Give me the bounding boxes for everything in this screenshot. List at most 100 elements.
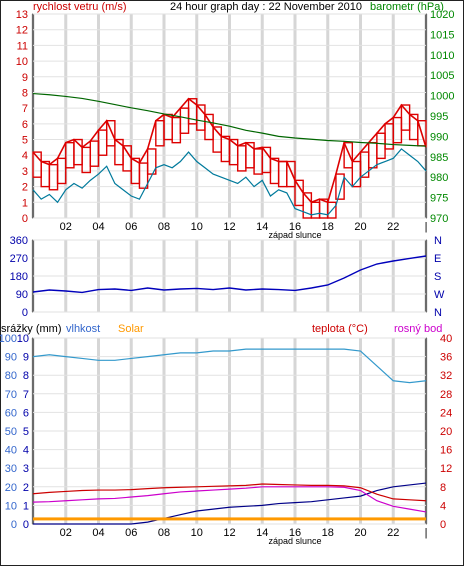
chart-title: 24 hour graph day : 22 November 2010: [170, 1, 362, 13]
wind-gust-bar: [343, 141, 354, 169]
wind-tick-label: 7: [22, 103, 28, 115]
hour-tick-label: 18: [322, 527, 334, 539]
barometer-line: [32, 92, 427, 147]
temp-tick-label: 20: [440, 426, 452, 438]
humidity-line: [32, 348, 427, 384]
baro-tick-label: 985: [430, 152, 448, 164]
temperature-line: [32, 483, 427, 502]
wind-tick-label: 11: [17, 40, 28, 52]
temp-tick-label: 16: [440, 445, 452, 457]
temp-tick-label: 36: [440, 352, 452, 364]
wind-gust-bar: [286, 160, 296, 188]
temp-tick-label: 40: [440, 333, 452, 345]
compass-tick-label: N: [434, 235, 442, 247]
baro-tick-label: 1010: [430, 50, 454, 62]
humidity-tick-label: 0: [11, 519, 17, 531]
hour-tick-label: 20: [354, 527, 366, 539]
baro-axis-title: barometr (hPa): [370, 1, 444, 13]
wind-tick-label: 8: [22, 87, 28, 99]
temp-tick-label: 0: [440, 519, 446, 531]
hour-tick-label: 20: [354, 221, 366, 233]
hour-tick-label: 18: [322, 221, 334, 233]
baro-tick-label: 1020: [430, 9, 454, 21]
baro-tick-label: 1015: [430, 29, 454, 41]
wind-tick-label: 1: [22, 197, 28, 209]
direction-tick-label: 270: [10, 253, 28, 265]
rain-tick-label: 8: [23, 370, 29, 382]
solar-axis-title: Solar: [118, 323, 144, 335]
hour-tick-label: 14: [256, 221, 268, 233]
hour-tick-label: 10: [191, 221, 203, 233]
hour-tick-label: 16: [289, 221, 301, 233]
wind-speed-line: [32, 97, 427, 204]
humidity-tick-label: 50: [5, 426, 17, 438]
rain-axis-title: srážky (mm): [1, 323, 62, 335]
compass-tick-label: W: [434, 289, 445, 301]
direction-tick-label: 360: [10, 235, 28, 247]
baro-tick-label: 995: [430, 111, 448, 123]
hour-tick-label: 08: [158, 221, 170, 233]
hour-tick-label: 02: [60, 221, 72, 233]
humidity-tick-label: 20: [5, 482, 17, 494]
hour-tick-label: 22: [387, 221, 399, 233]
direction-tick-label: 180: [10, 271, 28, 283]
end-tick-mark: |: [425, 221, 428, 233]
temp-tick-label: 4: [440, 500, 446, 512]
wind-tick-label: 5: [22, 135, 28, 147]
rain-tick-label: 2: [23, 482, 29, 494]
rain-tick-label: 3: [23, 463, 29, 475]
temp-tick-label: 12: [440, 463, 452, 475]
wind-direction-line: [32, 255, 427, 294]
compass-tick-label: E: [434, 253, 441, 265]
hour-tick-label: 06: [125, 221, 137, 233]
wind-tick-label: 10: [16, 56, 28, 68]
wind-gust-bar: [146, 148, 157, 175]
direction-tick-label: 90: [16, 289, 28, 301]
wind-tick-label: 0: [22, 213, 28, 225]
wind-tick-label: 3: [22, 166, 28, 178]
rain-tick-label: 1: [23, 500, 29, 512]
wind-tick-label: 13: [16, 9, 28, 21]
wind-gust-bar: [138, 162, 149, 189]
hour-tick-label: 12: [223, 527, 235, 539]
rain-tick-label: 5: [23, 426, 29, 438]
hour-tick-label: 10: [191, 527, 203, 539]
dewpoint-line: [32, 486, 427, 513]
humidity-axis-title: vlhkost: [66, 323, 100, 335]
hour-tick-label: 16: [289, 527, 301, 539]
rain-tick-label: 10: [17, 333, 29, 345]
wind-tick-label: 9: [22, 72, 28, 84]
wind-tick-label: 2: [22, 182, 28, 194]
humidity-tick-label: 10: [5, 500, 17, 512]
temp-tick-label: 32: [440, 370, 452, 382]
hour-tick-label: 02: [60, 527, 72, 539]
compass-tick-label: N: [434, 307, 442, 319]
wind-tick-label: 6: [22, 119, 28, 131]
temp-tick-label: 24: [440, 407, 452, 419]
dew-axis-title: rosný bod: [394, 323, 442, 335]
avg-wind-line: [32, 148, 427, 216]
humidity-tick-label: 90: [5, 352, 17, 364]
rain-tick-label: 0: [23, 519, 29, 531]
temp-tick-label: 28: [440, 389, 452, 401]
baro-tick-label: 990: [430, 131, 448, 143]
humidity-tick-label: 40: [5, 445, 17, 457]
baro-tick-label: 970: [430, 213, 448, 225]
baro-tick-label: 975: [430, 193, 448, 205]
wind-axis-title: rychlost vetru (m/s): [33, 1, 127, 13]
compass-tick-label: S: [434, 271, 441, 283]
hour-tick-label: 04: [92, 221, 104, 233]
hour-tick-label: 14: [256, 527, 268, 539]
rain-tick-label: 4: [23, 445, 29, 457]
end-tick-mark: |: [425, 527, 428, 539]
rain-tick-label: 9: [23, 352, 29, 364]
direction-tick-label: 0: [22, 307, 28, 319]
humidity-tick-label: 70: [5, 389, 17, 401]
baro-tick-label: 980: [430, 172, 448, 184]
hour-tick-label: 22: [387, 527, 399, 539]
rain-line: [33, 482, 427, 525]
wind-tick-label: 12: [16, 25, 28, 37]
solar-band: [33, 517, 426, 521]
